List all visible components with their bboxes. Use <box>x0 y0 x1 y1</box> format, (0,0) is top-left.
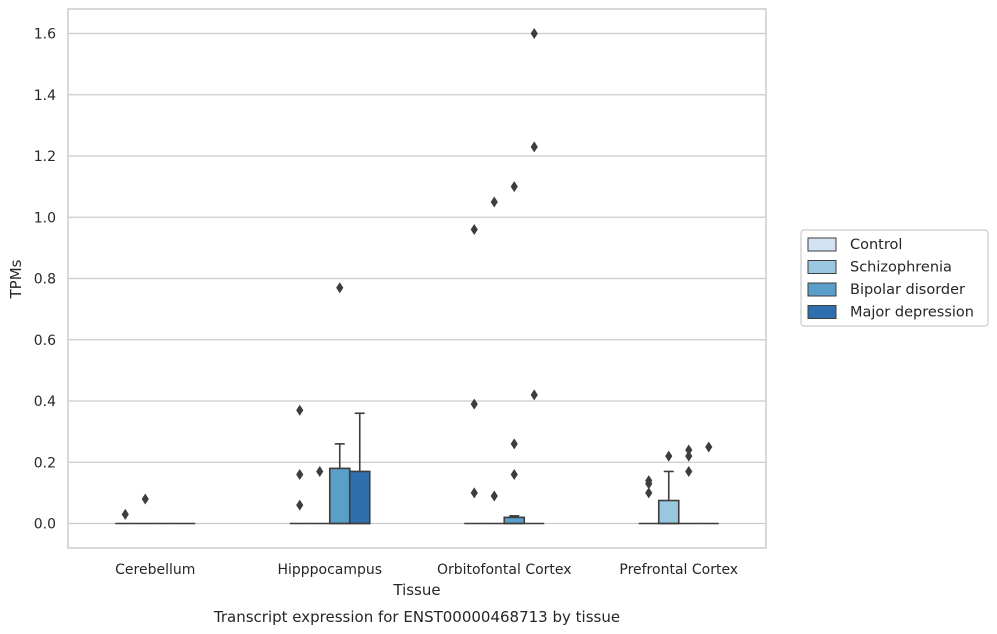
legend-swatch <box>807 260 837 274</box>
box-bipolar-disorder <box>328 282 351 525</box>
outlier-point <box>685 444 693 456</box>
legend: Control Schizophrenia Bipolar disorder Majo… <box>800 229 989 327</box>
y-axis-ticks: 0.0 0.2 0.4 0.6 0.8 1.0 1.2 1.4 1.6 <box>34 27 56 533</box>
box-body <box>328 467 351 525</box>
box-body <box>657 499 680 525</box>
x-axis-ticks: Cerebellum Hipppocampus Orbitofontal Corte… <box>115 562 738 578</box>
outlier-point <box>530 389 538 401</box>
plot-frame <box>67 8 767 549</box>
y-tick-label: 1.6 <box>34 27 56 43</box>
box-schizophrenia <box>484 196 505 525</box>
box-control <box>115 508 136 525</box>
outlier-point <box>510 438 518 450</box>
outlier-point <box>645 487 653 499</box>
outlier-point <box>645 478 653 490</box>
box-schizophrenia <box>135 493 156 525</box>
outlier-point <box>530 28 538 39</box>
outlier-point <box>705 441 713 453</box>
outlier-point <box>490 490 498 502</box>
y-tick-label: 0.6 <box>34 333 56 349</box>
x-tick-label: Prefrontal Cortex <box>619 562 738 578</box>
y-tick-label: 0.2 <box>34 455 56 471</box>
legend-item: Control <box>807 237 902 253</box>
x-tick-label: Hipppocampus <box>277 562 382 578</box>
y-tick-label: 1.0 <box>34 210 56 226</box>
box-body <box>503 516 526 525</box>
box-schizophrenia <box>309 465 330 525</box>
box-body <box>348 470 371 525</box>
outlier-point <box>685 465 693 477</box>
outlier-point <box>141 493 149 505</box>
outlier-point <box>296 404 304 416</box>
legend-swatch <box>807 282 837 297</box>
outlier-point <box>316 465 324 477</box>
y-tick-label: 1.2 <box>34 149 56 165</box>
box-bipolar-disorder <box>503 181 526 525</box>
legend-swatch <box>807 305 837 319</box>
outlier-point <box>470 398 478 410</box>
y-axis-label: TPMs <box>7 259 25 299</box>
outlier-point <box>490 196 498 208</box>
legend-item: Major depression <box>807 305 974 321</box>
y-tick-label: 1.4 <box>34 88 56 104</box>
outlier-point <box>336 282 344 294</box>
outlier-point <box>470 487 478 499</box>
outlier-point <box>665 450 673 462</box>
legend-label: Major depression <box>850 305 974 321</box>
y-tick-label: 0.0 <box>34 517 56 533</box>
x-axis-label: Tissue <box>392 581 440 599</box>
x-tick-label: Orbitofontal Cortex <box>437 562 572 578</box>
x-tick-label: Cerebellum <box>115 562 195 578</box>
box-control <box>638 475 659 525</box>
outlier-point <box>296 469 304 480</box>
legend-label: Schizophrenia <box>850 260 952 276</box>
box-control <box>289 404 310 525</box>
box-major-depression <box>524 28 545 525</box>
legend-label: Bipolar disorder <box>850 282 965 298</box>
outlier-point <box>685 450 693 462</box>
legend-item: Schizophrenia <box>807 260 952 276</box>
legend-label: Control <box>850 237 902 253</box>
grid-lines <box>68 32 766 525</box>
box-control <box>464 224 485 525</box>
outlier-point <box>470 224 478 235</box>
outlier-point <box>121 508 129 520</box>
outlier-point <box>510 181 518 193</box>
legend-item: Bipolar disorder <box>807 282 965 298</box>
outlier-point <box>510 469 518 480</box>
legend-swatch <box>807 237 837 252</box>
box-schizophrenia <box>657 450 680 525</box>
box-major-depression <box>348 412 371 525</box>
chart-title: Transcript expression for ENST0000046871… <box>213 608 620 626</box>
y-tick-label: 0.4 <box>34 394 56 410</box>
box-major-depression <box>698 441 719 525</box>
legend-frame <box>800 229 989 327</box>
outlier-point <box>530 141 538 153</box>
y-tick-label: 0.8 <box>34 272 56 288</box>
box-bipolar-disorder <box>678 444 699 525</box>
box-plot-series <box>115 28 719 525</box>
outlier-point <box>296 499 304 511</box>
